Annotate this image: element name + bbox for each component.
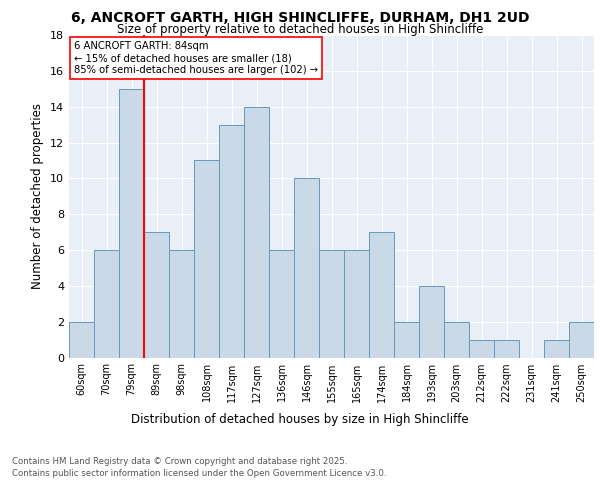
Bar <box>219 124 244 358</box>
Bar <box>569 322 594 358</box>
Bar <box>94 250 119 358</box>
Bar <box>544 340 569 357</box>
Y-axis label: Number of detached properties: Number of detached properties <box>31 104 44 289</box>
Bar <box>369 232 394 358</box>
Bar <box>444 322 469 358</box>
Bar <box>244 106 269 358</box>
Text: 6, ANCROFT GARTH, HIGH SHINCLIFFE, DURHAM, DH1 2UD: 6, ANCROFT GARTH, HIGH SHINCLIFFE, DURHA… <box>71 11 529 25</box>
Bar <box>344 250 369 358</box>
Text: Contains HM Land Registry data © Crown copyright and database right 2025.: Contains HM Land Registry data © Crown c… <box>12 457 347 466</box>
Text: Distribution of detached houses by size in High Shincliffe: Distribution of detached houses by size … <box>131 412 469 426</box>
Bar <box>144 232 169 358</box>
Bar <box>169 250 194 358</box>
Bar <box>319 250 344 358</box>
Text: Size of property relative to detached houses in High Shincliffe: Size of property relative to detached ho… <box>117 22 483 36</box>
Bar <box>69 322 94 358</box>
Bar <box>294 178 319 358</box>
Bar <box>269 250 294 358</box>
Bar <box>194 160 219 358</box>
Bar <box>494 340 519 357</box>
Bar <box>394 322 419 358</box>
Text: Contains public sector information licensed under the Open Government Licence v3: Contains public sector information licen… <box>12 469 386 478</box>
Bar <box>419 286 444 358</box>
Text: 6 ANCROFT GARTH: 84sqm
← 15% of detached houses are smaller (18)
85% of semi-det: 6 ANCROFT GARTH: 84sqm ← 15% of detached… <box>74 42 319 74</box>
Bar <box>469 340 494 357</box>
Bar <box>119 89 144 357</box>
